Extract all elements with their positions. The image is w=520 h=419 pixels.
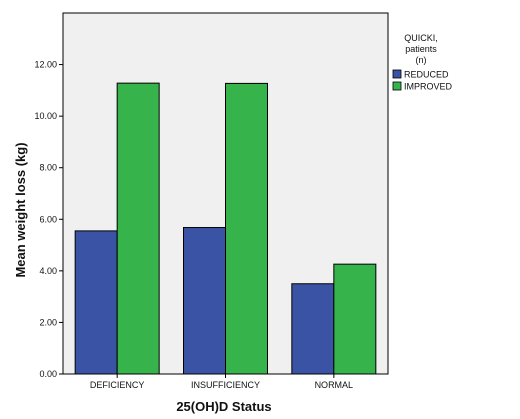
legend: QUICKI, patients (n) REDUCED IMPROVED <box>392 33 453 92</box>
x-tick-label: DEFICIENCY <box>90 380 145 390</box>
x-axis: DEFICIENCY INSUFFICIENCY NORMAL <box>90 374 353 390</box>
y-axis-title: Mean weight loss (kg) <box>13 142 28 277</box>
x-axis-title: 25(OH)D Status <box>176 399 271 414</box>
bar-improved-insufficiency <box>225 82 268 375</box>
y-tick-label: 0.00 <box>39 369 57 379</box>
legend-swatch-improved <box>392 81 402 91</box>
legend-label-reduced: REDUCED <box>404 70 449 80</box>
legend-title-line-1: QUICKI, <box>404 33 438 43</box>
legend-label-improved: IMPROVED <box>404 82 453 92</box>
legend-title-line-3: (n) <box>416 55 427 65</box>
x-tick-label: INSUFFICIENCY <box>191 380 260 390</box>
bar-reduced-deficiency <box>74 230 118 375</box>
y-tick-label: 6.00 <box>39 214 57 224</box>
bar-reduced-normal <box>291 283 335 375</box>
y-tick-label: 10.00 <box>34 111 57 121</box>
bar-improved-normal <box>333 263 377 375</box>
bar-improved-deficiency <box>116 82 160 375</box>
legend-title-line-2: patients <box>405 44 437 54</box>
y-tick-label: 4.00 <box>39 266 57 276</box>
y-axis: 0.00 2.00 4.00 6.00 8.00 10.00 12.00 <box>34 60 63 379</box>
legend-swatch-reduced <box>392 69 402 79</box>
y-tick-label: 8.00 <box>39 163 57 173</box>
bars <box>74 82 377 375</box>
y-tick-label: 12.00 <box>34 60 57 70</box>
bar-reduced-insufficiency <box>183 227 226 375</box>
y-tick-label: 2.00 <box>39 317 57 327</box>
x-tick-label: NORMAL <box>315 380 354 390</box>
